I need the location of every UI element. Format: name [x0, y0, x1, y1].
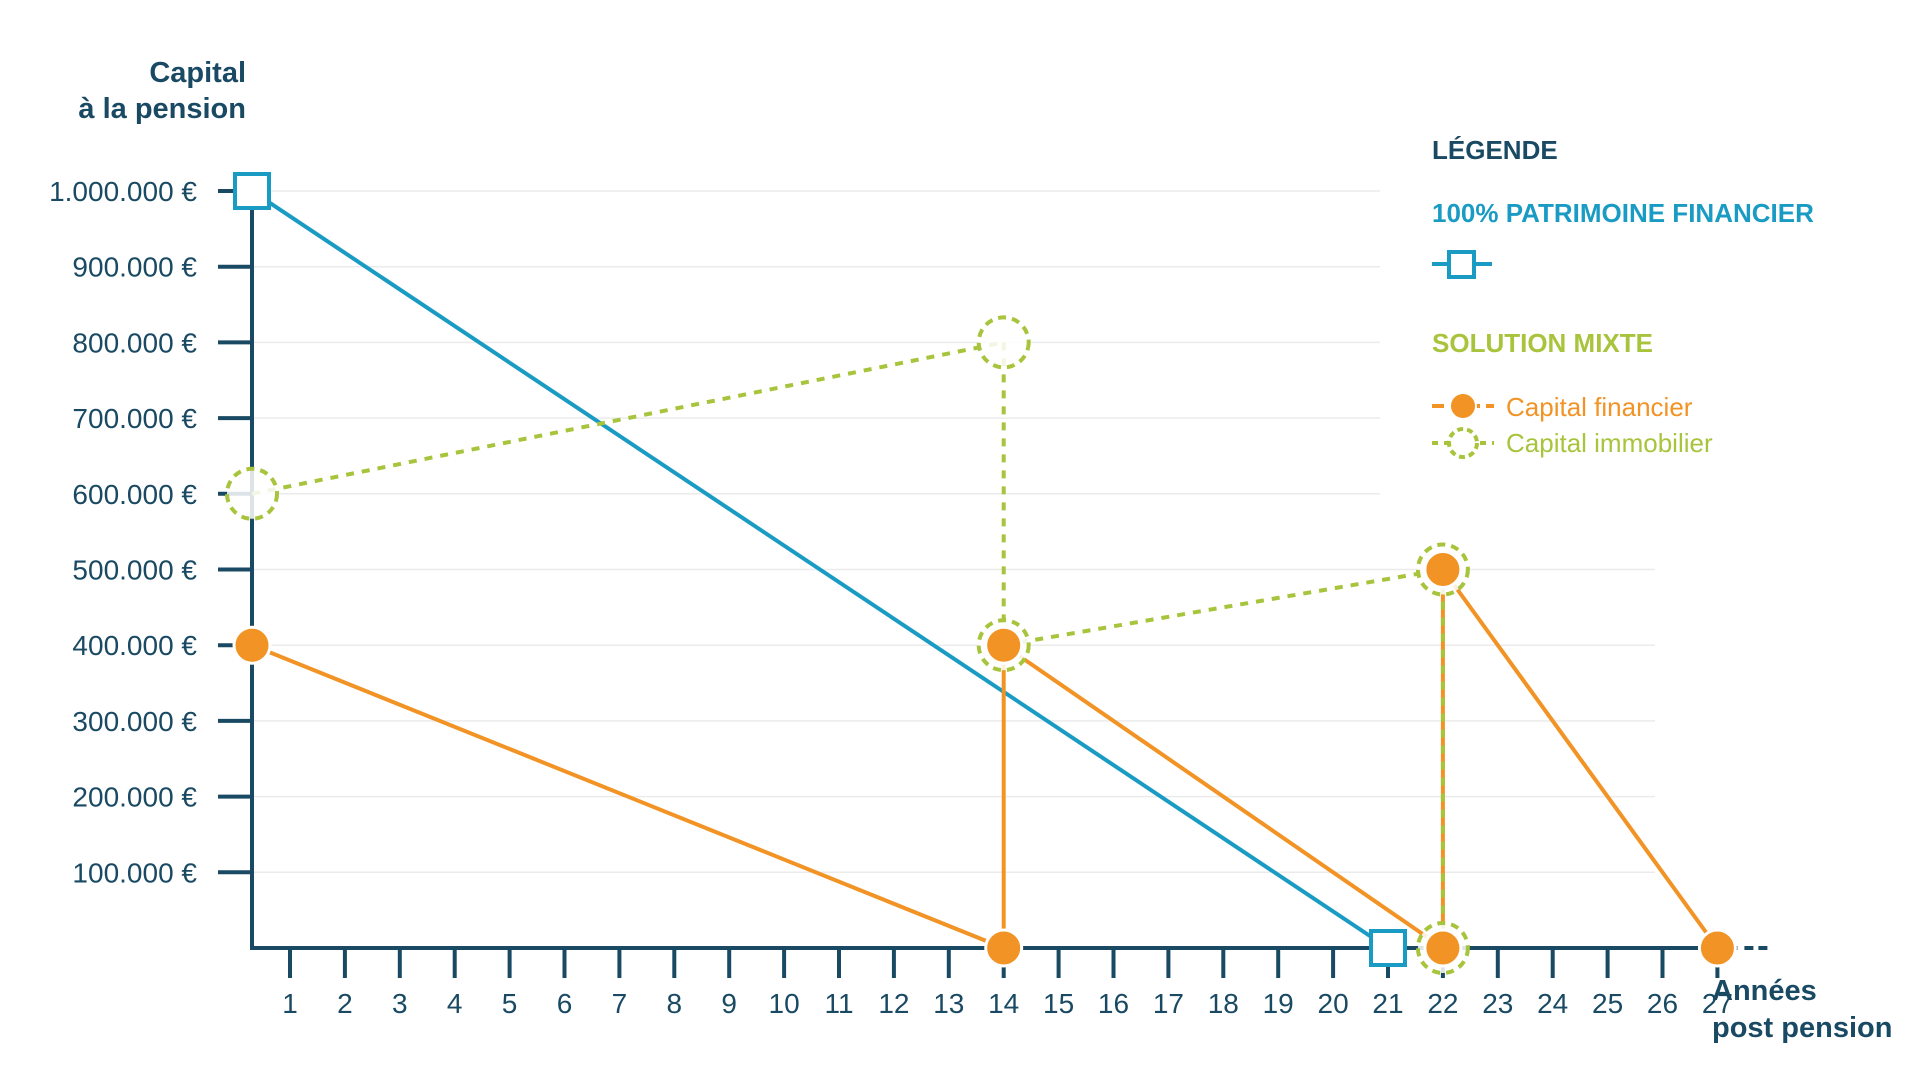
x-tick-label: 3 — [392, 988, 408, 1019]
financier100-line-segment — [250, 189, 1390, 950]
x-tick-label: 10 — [769, 988, 800, 1019]
x-tick-label: 14 — [988, 988, 1019, 1019]
legend-title: LÉGENDE — [1432, 135, 1558, 165]
x-tick-label: 2 — [337, 988, 353, 1019]
y-tick-label: 900.000 € — [72, 252, 197, 283]
x-tick-label: 27 — [1702, 988, 1733, 1019]
marker-dashed-circle — [976, 315, 1031, 370]
legend-heading-financier: 100% PATRIMOINE FINANCIER — [1432, 198, 1814, 228]
axis-labels: Capital à la pension Années post pension — [78, 57, 1892, 1044]
capital_financier-line-segment — [1440, 567, 1720, 950]
legend-heading-mixte: SOLUTION MIXTE — [1432, 328, 1653, 358]
x-tick-label: 13 — [933, 988, 964, 1019]
x-tick-label: 26 — [1647, 988, 1678, 1019]
x-axis-title-line2: post pension — [1712, 1012, 1892, 1044]
y-axis-title-line2: à la pension — [78, 93, 246, 125]
marker-filled-circle — [1423, 550, 1463, 589]
capital_immobilier-line-segment — [1003, 567, 1444, 648]
marker-filled-circle — [984, 625, 1024, 665]
y-tick-label: 300.000 € — [72, 706, 197, 737]
x-tick-label: 11 — [824, 988, 853, 1019]
marker-dashed-circle — [225, 466, 279, 521]
x-tick-label: 8 — [667, 988, 683, 1019]
y-tick-label: 500.000 € — [72, 555, 197, 586]
x-tick-label: 23 — [1482, 988, 1513, 1019]
x-tick-label: 6 — [557, 988, 573, 1019]
legend-swatch-square — [1432, 250, 1492, 279]
x-axis-title-line1: Années — [1712, 975, 1817, 1007]
x-tick-label: 25 — [1592, 988, 1623, 1019]
legend-swatch-orange-circle — [1432, 392, 1494, 420]
x-tick-label: 7 — [612, 988, 628, 1019]
marker-filled-circle — [1423, 928, 1463, 968]
x-tick-label: 17 — [1153, 988, 1184, 1019]
series-markers — [225, 172, 1737, 975]
legend-swatch-green-circle — [1432, 427, 1494, 459]
x-tick-label: 9 — [721, 988, 737, 1019]
x-tick-label: 20 — [1318, 988, 1349, 1019]
marker-square — [233, 172, 271, 210]
y-tick-label: 200.000 € — [72, 782, 197, 813]
x-tick-label: 22 — [1427, 988, 1458, 1019]
x-tick-label: 12 — [878, 988, 909, 1019]
axes: 1.000.000 € 900.000 € 800.000 € 700.000 € 60… — [49, 176, 1768, 1019]
y-tick-label: 1.000.000 € — [49, 176, 197, 207]
marker-filled-circle — [1697, 928, 1737, 968]
y-tick-label: 600.000 € — [72, 479, 197, 510]
x-tick-label: 24 — [1537, 988, 1568, 1019]
legend-label-capital-immobilier: Capital immobilier — [1506, 428, 1713, 458]
y-axis-title-line1: Capital — [149, 57, 246, 89]
marker-square — [1369, 929, 1407, 967]
capital_financier-line-segment — [1001, 643, 1445, 950]
x-tick-label: 1 — [282, 988, 298, 1019]
y-tick-label: 400.000 € — [72, 630, 197, 661]
x-tick-label: 4 — [447, 988, 463, 1019]
grid-lines — [252, 190, 1655, 874]
y-tick-label: 800.000 € — [72, 327, 197, 358]
capital_financier-line-segment — [250, 643, 1006, 950]
marker-filled-circle — [232, 625, 272, 665]
y-tick-label: 100.000 € — [72, 857, 197, 888]
x-tick-label: 19 — [1263, 988, 1294, 1019]
series-lines — [250, 189, 1720, 950]
x-tick-label: 16 — [1098, 988, 1129, 1019]
x-tick-label: 15 — [1043, 988, 1074, 1019]
legend-label-capital-financier: Capital financier — [1506, 392, 1693, 422]
x-tick-label: 5 — [502, 988, 518, 1019]
marker-filled-circle — [984, 928, 1024, 968]
x-tick-label: 21 — [1372, 988, 1403, 1019]
legend: LÉGENDE 100% PATRIMOINE FINANCIER SOLUTI… — [1432, 135, 1814, 459]
x-tick-label: 18 — [1208, 988, 1239, 1019]
y-tick-label: 700.000 € — [72, 403, 197, 434]
